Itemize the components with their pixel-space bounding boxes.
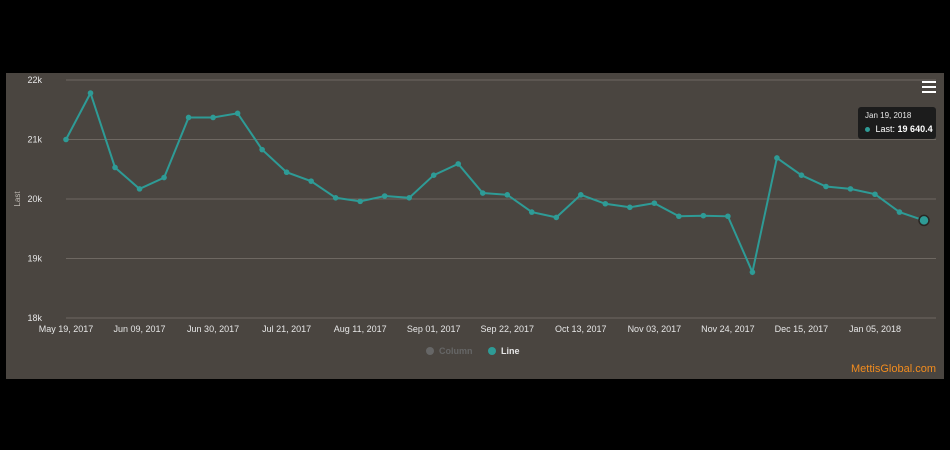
data-point <box>504 192 511 198</box>
data-point <box>553 214 560 221</box>
data-point <box>381 193 388 199</box>
data-point <box>112 164 118 171</box>
data-point <box>430 172 437 178</box>
data-point <box>847 186 854 192</box>
legend-marker-icon <box>488 347 496 355</box>
data-point <box>749 269 756 275</box>
legend-item-line: Line <box>501 346 520 356</box>
data-point <box>87 90 94 96</box>
x-tick-label: Dec 15, 2017 <box>775 324 829 334</box>
data-point <box>896 209 903 215</box>
data-point <box>63 136 69 143</box>
tooltip-date: Jan 19, 2018 <box>865 111 912 120</box>
data-point <box>332 195 339 201</box>
data-point <box>872 191 878 198</box>
watermark: MettisGlobal.com <box>851 363 936 375</box>
data-point <box>406 195 413 201</box>
x-tick-label: Jan 05, 2018 <box>849 324 901 334</box>
y-tick-label: 22k <box>27 75 42 85</box>
data-point <box>774 155 780 161</box>
tooltip: Jan 19, 2018 Last: 19 640.4 <box>858 107 936 139</box>
data-point <box>602 200 609 207</box>
x-tick-label: Jun 30, 2017 <box>187 324 239 334</box>
tooltip-row: Last: 19 640.4 <box>865 124 933 134</box>
x-tick-label: Jul 21, 2017 <box>262 324 311 334</box>
data-point <box>161 174 167 181</box>
legend-marker-icon <box>426 347 434 355</box>
tooltip-value: 19 640.4 <box>897 124 933 134</box>
x-tick-label: May 19, 2017 <box>39 324 94 334</box>
x-tick-label: Aug 11, 2017 <box>334 324 387 334</box>
y-tick-label: 19k <box>27 254 42 264</box>
data-point <box>627 204 633 211</box>
chart-panel: 18k 19k 20k 21k 22k Last May 19, 2017 Jun 09, 2… <box>6 73 944 379</box>
legend-item-column: Column <box>439 346 473 356</box>
y-tick-label: 21k <box>27 135 42 145</box>
y-axis-title: Last <box>13 191 22 207</box>
data-point <box>823 183 829 190</box>
y-tick-label: 18k <box>27 313 42 323</box>
data-point <box>700 212 707 219</box>
data-point <box>308 178 314 184</box>
data-point <box>210 114 216 121</box>
data-point <box>676 213 682 220</box>
x-tick-label: Nov 24, 2017 <box>701 324 755 334</box>
data-point <box>455 161 462 167</box>
data-point <box>578 192 584 198</box>
line-chart: 18k 19k 20k 21k 22k Last May 19, 2017 Jun 09, 2… <box>13 75 936 356</box>
data-point <box>234 110 241 117</box>
data-point <box>651 200 658 206</box>
data-point <box>918 214 930 227</box>
tooltip-label: Last: <box>875 124 896 134</box>
data-point <box>259 146 265 153</box>
data-point <box>357 198 363 205</box>
x-tick-label: Sep 22, 2017 <box>480 324 534 334</box>
tooltip-marker-icon <box>865 127 870 133</box>
data-point <box>528 209 535 215</box>
x-tick-label: Oct 13, 2017 <box>555 324 607 334</box>
data-point <box>479 190 486 196</box>
data-point <box>283 169 290 176</box>
y-tick-label: 20k <box>27 194 42 204</box>
data-point <box>798 172 805 178</box>
data-point <box>136 186 143 192</box>
x-tick-label: Jun 09, 2017 <box>114 324 166 334</box>
series-line <box>65 90 925 276</box>
x-tick-label: Nov 03, 2017 <box>628 324 682 334</box>
data-point <box>725 213 731 220</box>
data-point <box>185 114 192 121</box>
menu-icon[interactable] <box>922 81 936 93</box>
x-tick-label: Sep 01, 2017 <box>407 324 461 334</box>
